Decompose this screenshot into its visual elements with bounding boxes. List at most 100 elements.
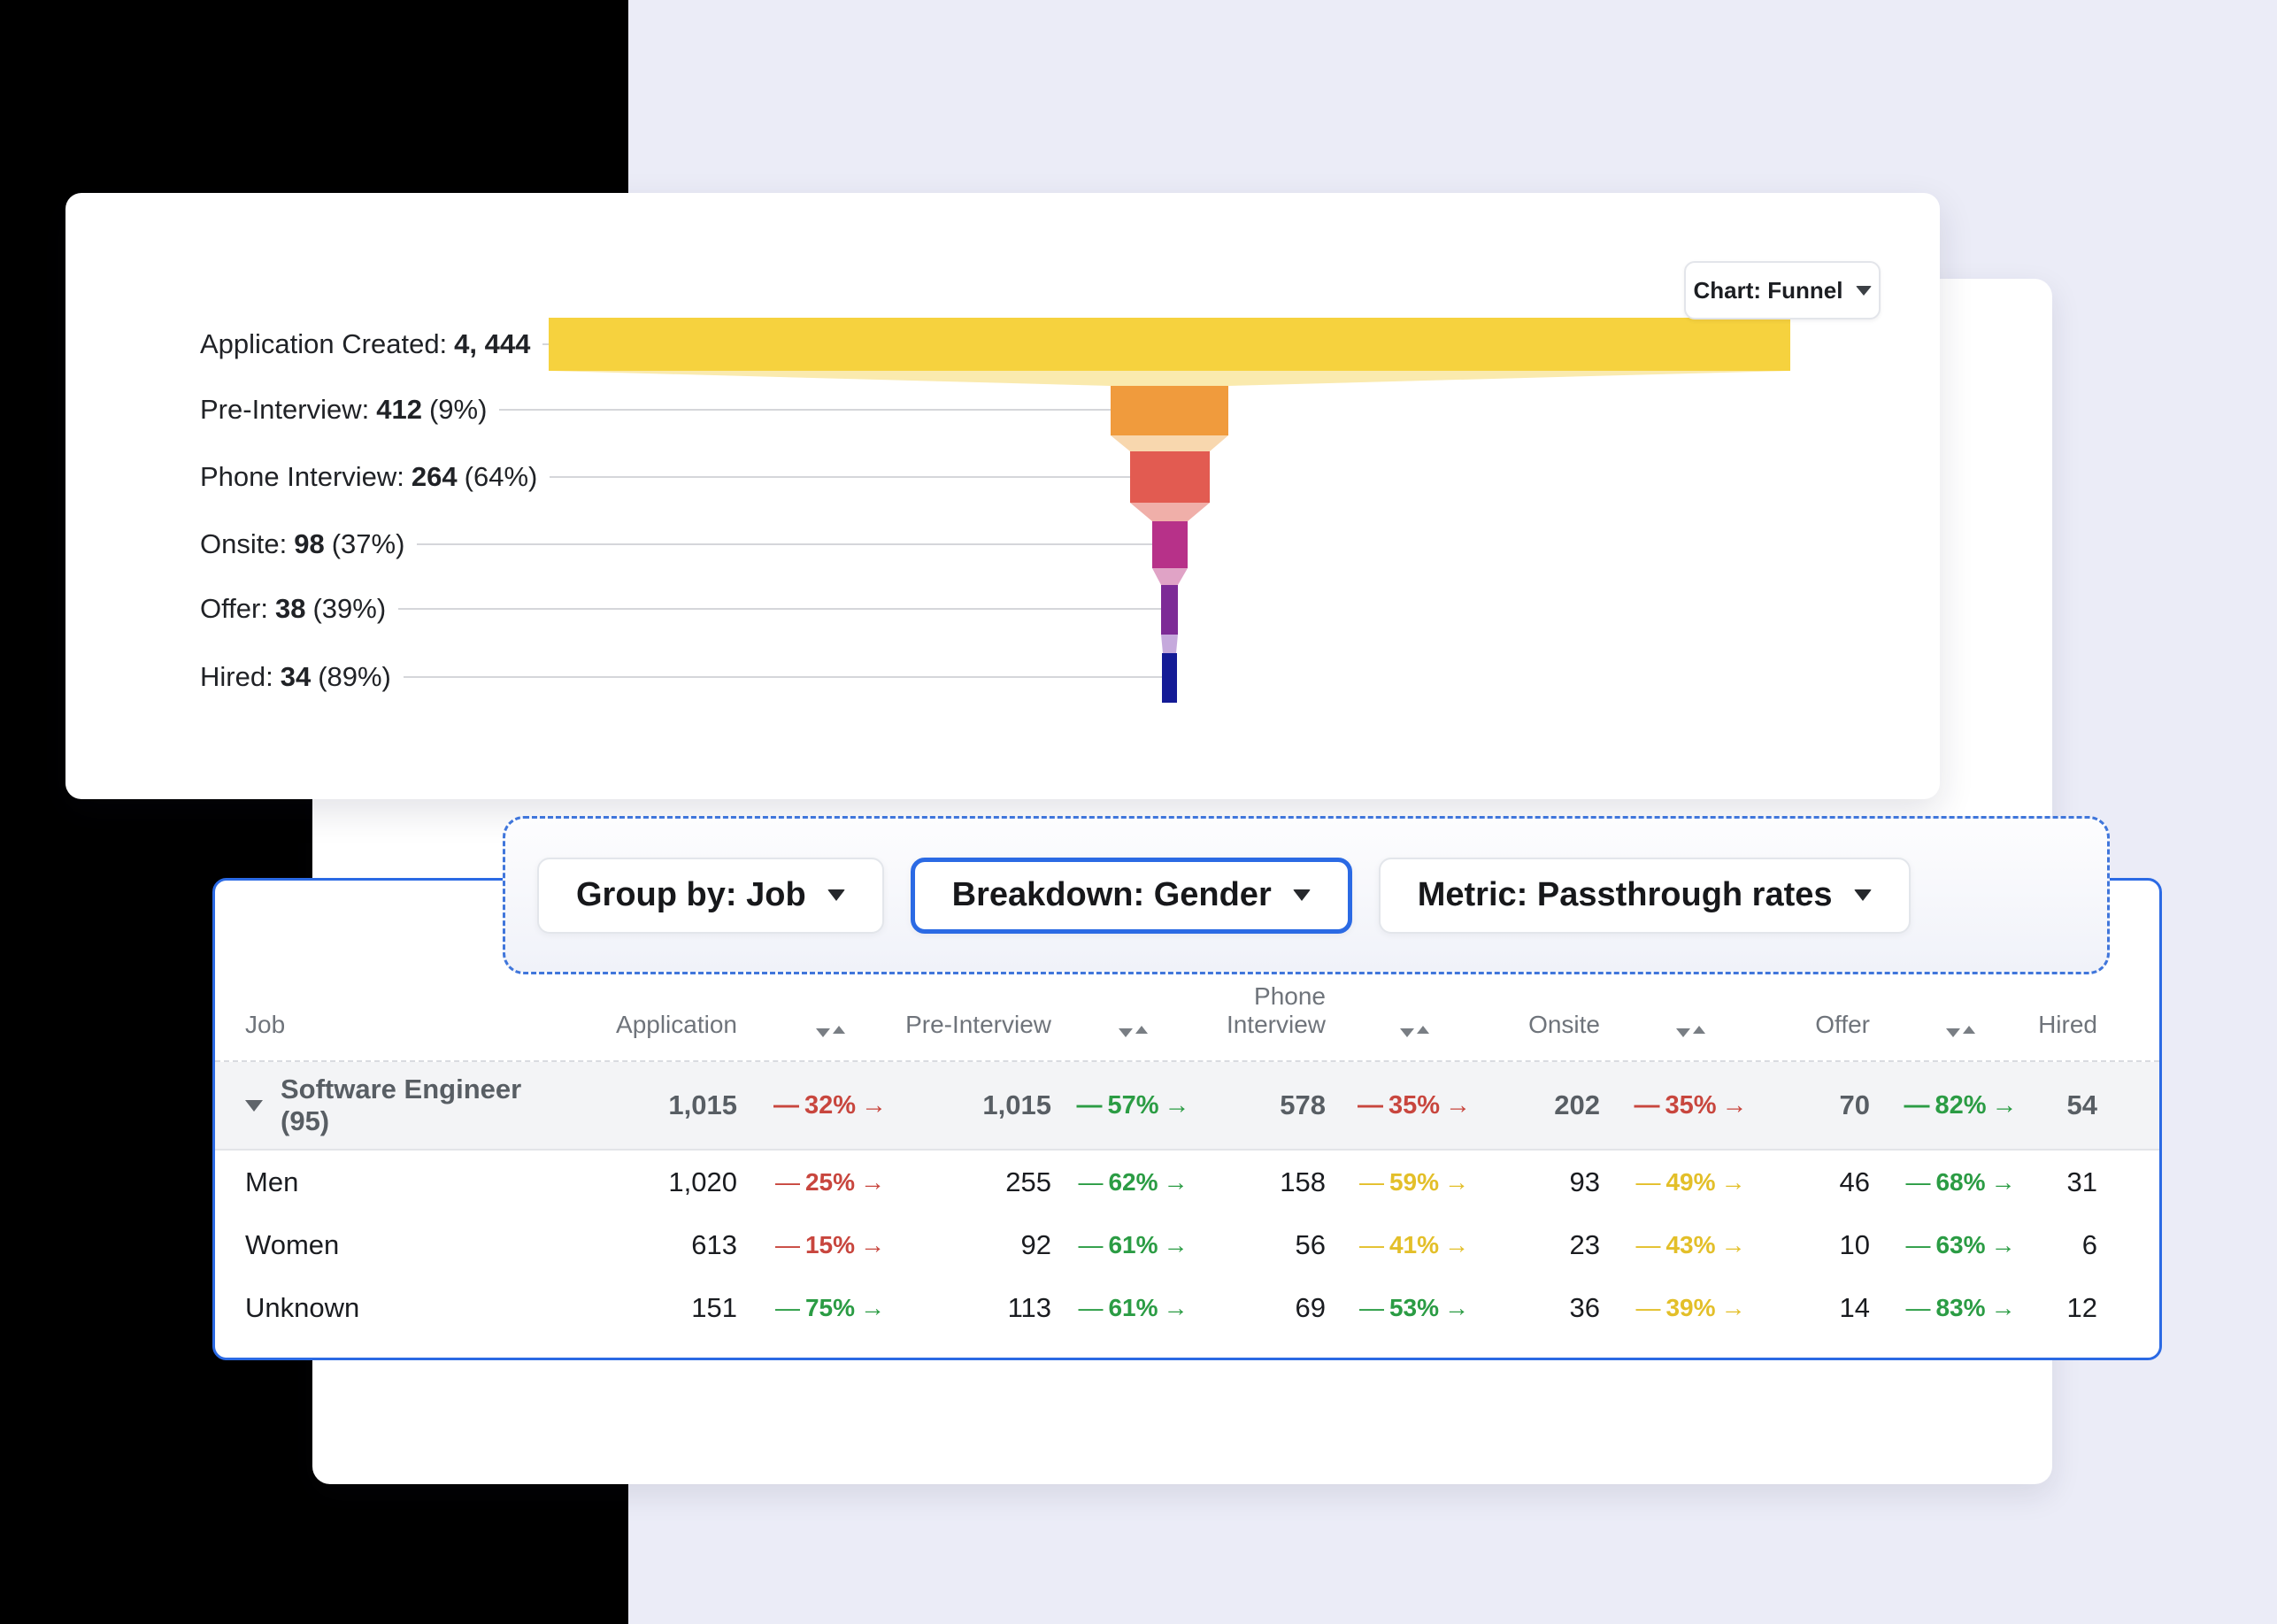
- pct-dash: —: [1078, 1167, 1104, 1196]
- chevron-down-icon: [1855, 285, 1872, 296]
- sort-desc-icon: [815, 1028, 830, 1037]
- funnel-connector-1: [549, 371, 1790, 386]
- chart-type-label: Chart: Funnel: [1693, 276, 1843, 304]
- pct-arrow: →: [1721, 1090, 1748, 1120]
- row-label: Software Engineer (95): [281, 1074, 522, 1136]
- table-row-software-engineer[interactable]: Software Engineer (95) 1,015 —32% → 1,015…: [215, 1062, 2159, 1151]
- pct-arrow: →: [1163, 1230, 1189, 1258]
- table-row-men: Men 1,020 —25% → 255 —62% → 158 —59% → 93 —…: [215, 1151, 2159, 1213]
- row-label: Women: [245, 1228, 340, 1260]
- pct-arrow: →: [1444, 1293, 1470, 1321]
- cell-pct-offer: —68% →: [1888, 1168, 2034, 1197]
- funnel-connector-4: [1152, 568, 1188, 585]
- sort-asc-icon: [1693, 1026, 1705, 1034]
- pct-value: 57%: [1107, 1090, 1159, 1120]
- pct-dash: —: [1078, 1293, 1104, 1321]
- cell-pct-onsite: —49% →: [1618, 1168, 1764, 1197]
- column-header-application: Application: [616, 1011, 737, 1038]
- breakdown-dropdown[interactable]: Breakdown: Gender: [910, 857, 1352, 934]
- pct-value: 32%: [804, 1090, 857, 1120]
- table-header-row: Job Application Pre-Interview Phone Inte…: [215, 881, 2159, 1062]
- cell-hired: 54: [2066, 1089, 2097, 1120]
- stage-name: Onsite:: [200, 528, 288, 559]
- pct-dash: —: [1635, 1167, 1661, 1196]
- pct-dash: —: [1358, 1230, 1384, 1258]
- pct-dash: —: [774, 1230, 800, 1258]
- cell-pct-pre-interview: —61% →: [1069, 1294, 1197, 1322]
- group-by-dropdown[interactable]: Group by: Job: [537, 857, 884, 934]
- cell-pct-offer: —63% →: [1888, 1231, 2034, 1259]
- stage-name: Offer:: [200, 593, 268, 624]
- collapse-caret-icon[interactable]: [245, 1099, 263, 1112]
- cell-pct-offer: —83% →: [1888, 1294, 2034, 1322]
- pct-dash: —: [1635, 1230, 1661, 1258]
- funnel-bar-onsite: [1152, 521, 1188, 568]
- sort-toggle-application[interactable]: [755, 1026, 905, 1039]
- pct-value: 35%: [1665, 1090, 1717, 1120]
- stage-value: 4, 444: [454, 328, 531, 359]
- stage-value: 264: [411, 461, 458, 492]
- pct-value: 63%: [1935, 1230, 1986, 1258]
- group-by-label: Group by: Job: [576, 876, 806, 913]
- funnel-label-hired: Hired: 34 (89%): [200, 657, 404, 697]
- cell-offer: 70: [1839, 1089, 1870, 1120]
- cell-pct-phone-interview: —53% →: [1343, 1294, 1485, 1322]
- pct-value: 61%: [1108, 1230, 1158, 1258]
- pct-value: 15%: [804, 1230, 856, 1258]
- cell-onsite: 202: [1554, 1089, 1600, 1120]
- cell-pct-application: —75% →: [755, 1294, 905, 1322]
- pct-dash: —: [1078, 1230, 1104, 1258]
- pct-arrow: →: [1445, 1090, 1472, 1120]
- metric-label: Metric: Passthrough rates: [1417, 876, 1833, 913]
- cell-phone-interview: 578: [1280, 1089, 1326, 1120]
- stage-pct: (37%): [331, 528, 405, 559]
- pct-value: 41%: [1389, 1230, 1440, 1258]
- cell-pct-phone-interview: —59% →: [1343, 1168, 1485, 1197]
- pct-arrow: →: [861, 1090, 888, 1120]
- cell-pre-interview: 92: [1020, 1228, 1051, 1260]
- cell-phone-interview: 158: [1280, 1166, 1326, 1197]
- cell-application: 151: [691, 1291, 737, 1323]
- cell-onsite: 23: [1569, 1228, 1600, 1260]
- sort-desc-icon: [1946, 1028, 1960, 1037]
- funnel-bar-application-created: [549, 318, 1790, 371]
- cell-hired: 6: [2081, 1228, 2097, 1260]
- cell-pct-offer: —82% →: [1888, 1091, 2034, 1120]
- funnel-bar-hired: [1162, 653, 1177, 703]
- funnel-bar-offer: [1161, 585, 1178, 635]
- chart-type-dropdown[interactable]: Chart: Funnel: [1684, 261, 1881, 319]
- sort-toggle-onsite[interactable]: [1618, 1026, 1764, 1039]
- stage-name: Hired:: [200, 661, 273, 692]
- metric-dropdown[interactable]: Metric: Passthrough rates: [1378, 857, 1911, 934]
- pct-value: 83%: [1935, 1293, 1986, 1321]
- sort-toggle-phone-interview[interactable]: [1343, 1026, 1485, 1039]
- sort-toggle-offer[interactable]: [1888, 1026, 2034, 1039]
- cell-onsite: 36: [1569, 1291, 1600, 1323]
- pct-dash: —: [1905, 1167, 1931, 1196]
- column-header-phone-interview: Phone Interview: [1226, 982, 1326, 1038]
- pct-arrow: →: [1164, 1090, 1190, 1120]
- column-header-job: Job: [245, 1011, 286, 1038]
- pct-value: 39%: [1665, 1293, 1716, 1321]
- pct-value: 82%: [1935, 1090, 1987, 1120]
- pct-value: 53%: [1389, 1293, 1440, 1321]
- chevron-down-icon: [827, 889, 845, 901]
- pct-arrow: →: [1720, 1293, 1746, 1321]
- column-header-pre-interview: Pre-Interview: [905, 1011, 1051, 1038]
- pct-value: 35%: [1388, 1090, 1441, 1120]
- funnel-connector-5: [1161, 635, 1178, 653]
- pct-dash: —: [1358, 1293, 1384, 1321]
- pct-value: 49%: [1665, 1167, 1716, 1196]
- pct-arrow: →: [1163, 1167, 1189, 1196]
- row-label: Unknown: [245, 1291, 360, 1323]
- funnel-label-onsite: Onsite: 98 (37%): [200, 524, 418, 565]
- pct-dash: —: [1358, 1167, 1384, 1196]
- cell-pct-onsite: —35% →: [1618, 1091, 1764, 1120]
- table-row-unknown: Unknown 151 —75% → 113 —61% → 69 —53% → 36 …: [215, 1276, 2159, 1339]
- sort-toggle-pre-interview[interactable]: [1069, 1026, 1197, 1039]
- cell-hired: 31: [2066, 1166, 2097, 1197]
- pct-dash: —: [1635, 1293, 1661, 1321]
- funnel-connector-2: [1111, 435, 1228, 451]
- funnel-chart: [349, 318, 1790, 703]
